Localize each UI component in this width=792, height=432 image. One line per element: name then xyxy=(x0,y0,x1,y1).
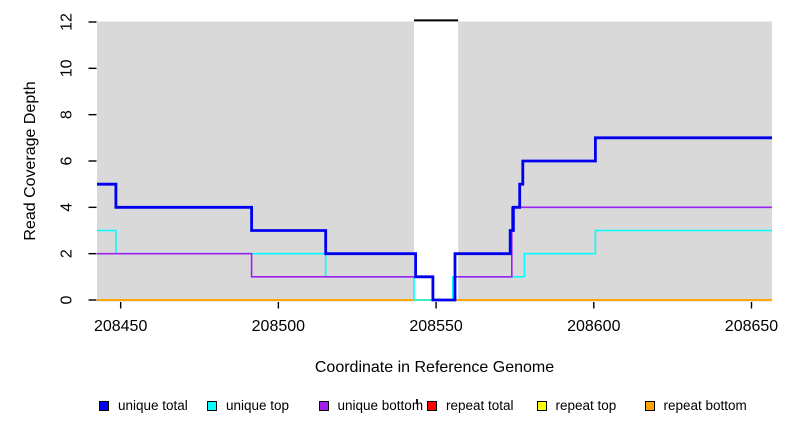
legend-item-unique-total: unique total xyxy=(99,398,188,413)
x-tick-label: 208500 xyxy=(252,318,305,335)
legend-label: unique top xyxy=(226,398,290,413)
x-axis-title: Coordinate in Reference Genome xyxy=(314,359,555,376)
legend-label: repeat total xyxy=(446,398,514,413)
legend-item-unique-bottom: unique bottom xyxy=(318,398,424,413)
series-unique-total xyxy=(97,136,772,302)
legend-swatch xyxy=(427,400,437,411)
y-tick-label: 12 xyxy=(59,13,76,31)
legend-swatch xyxy=(536,400,547,411)
stray-tick-mark xyxy=(416,399,418,404)
legend-item-repeat-bottom: repeat bottom xyxy=(644,398,747,413)
x-tick-label: 208650 xyxy=(725,318,778,335)
legend-swatch xyxy=(644,400,655,411)
legend-item-repeat-top: repeat top xyxy=(536,398,617,413)
legend-item-unique-top: unique top xyxy=(207,398,290,413)
x-tick-label: 208450 xyxy=(94,318,147,335)
repeat-region-band xyxy=(413,21,459,302)
legend-label: unique bottom xyxy=(337,398,424,413)
y-tick-label: 10 xyxy=(59,59,76,77)
x-tick-label: 208550 xyxy=(409,318,462,335)
legend-swatch xyxy=(207,400,217,411)
x-tick-label: 208600 xyxy=(567,318,620,335)
y-tick-label: 8 xyxy=(59,110,76,119)
y-tick-label: 6 xyxy=(59,156,76,165)
legend-item-repeat-total: repeat total xyxy=(427,398,514,413)
legend-label: repeat bottom xyxy=(663,398,747,413)
legend-swatch xyxy=(99,400,109,411)
legend-label: unique total xyxy=(118,398,188,413)
legend-swatch xyxy=(318,400,329,411)
y-tick-label: 0 xyxy=(59,295,76,304)
y-axis-title: Read Coverage Depth xyxy=(22,81,39,241)
y-tick-label: 4 xyxy=(59,203,76,212)
legend-label: repeat top xyxy=(555,398,617,413)
y-tick-label: 2 xyxy=(59,249,76,258)
